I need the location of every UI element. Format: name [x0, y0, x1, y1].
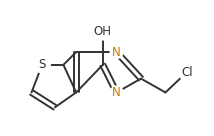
Circle shape [95, 24, 111, 40]
Circle shape [34, 57, 50, 73]
Circle shape [110, 86, 123, 99]
Text: N: N [112, 86, 121, 99]
Text: OH: OH [94, 25, 112, 38]
Circle shape [179, 64, 195, 80]
Circle shape [110, 46, 123, 58]
Text: Cl: Cl [181, 66, 193, 79]
Text: S: S [39, 58, 46, 71]
Text: N: N [112, 46, 121, 59]
